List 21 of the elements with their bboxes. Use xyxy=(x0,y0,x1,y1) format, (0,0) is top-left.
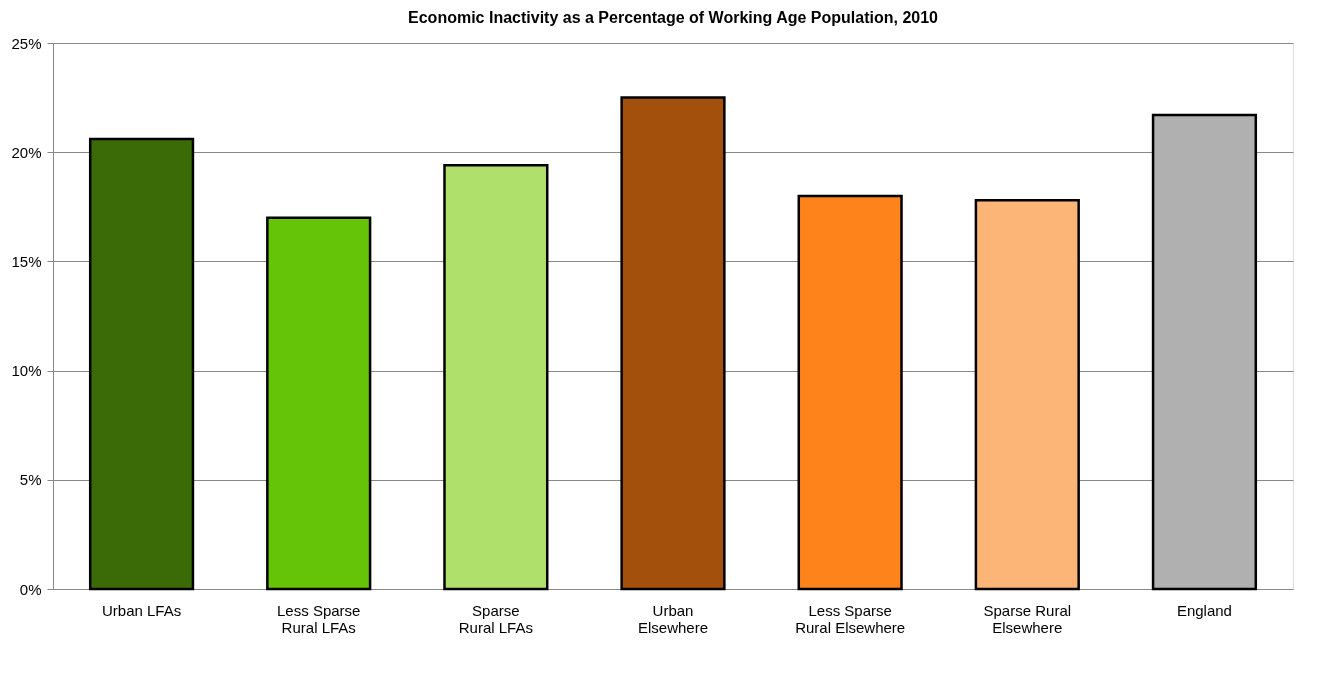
x-tick-label: Less Sparse Rural Elsewhere xyxy=(795,601,906,636)
x-tick-label: Urban LFAs xyxy=(101,601,182,619)
x-tick-label: Urban Elsewhere xyxy=(637,601,709,636)
bar xyxy=(266,216,372,591)
bar xyxy=(88,137,195,591)
y-tick-label: 10% xyxy=(11,362,42,380)
bar xyxy=(620,96,726,591)
y-tick-label: 5% xyxy=(19,471,42,489)
chart-title: Economic Inactivity as a Percentage of Working Age Population, 2010 xyxy=(408,9,939,26)
x-tick-label: Less Sparse Rural LFAs xyxy=(277,601,361,636)
bar xyxy=(1151,113,1258,591)
x-tick-label: Sparse Rural LFAs xyxy=(458,601,533,636)
x-tick-label: England xyxy=(1176,601,1232,619)
bar xyxy=(797,194,903,591)
y-tick-label: 15% xyxy=(11,252,42,270)
bar xyxy=(974,199,1080,591)
y-tick-label: 20% xyxy=(11,143,42,161)
bar xyxy=(443,164,549,591)
x-tick-label: Sparse Rural Elsewhere xyxy=(983,601,1072,636)
y-tick-label: 0% xyxy=(19,580,42,598)
y-tick-label: 25% xyxy=(11,34,42,52)
